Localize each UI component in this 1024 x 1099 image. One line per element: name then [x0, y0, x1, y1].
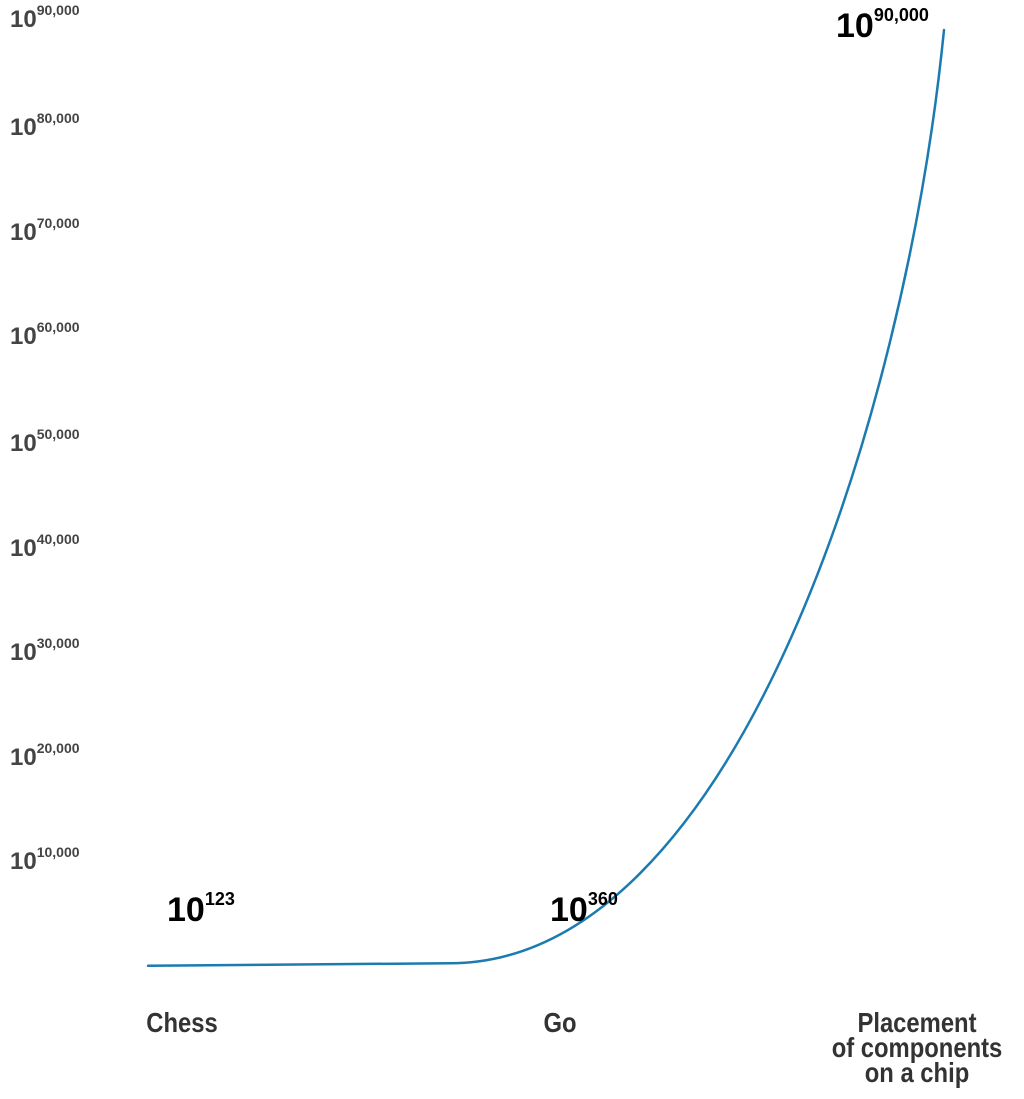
y-tick-label: 1030,000 — [10, 635, 80, 666]
y-tick-label: 1050,000 — [10, 426, 80, 457]
y-tick-label: 1010,000 — [10, 844, 80, 875]
x-tick-label-chess: Chess — [146, 1007, 218, 1038]
y-tick-label: 1040,000 — [10, 531, 80, 562]
y-tick-label: 1090,000 — [10, 2, 80, 33]
x-tick-label-chip: Placement of components on a chip — [831, 1007, 1003, 1089]
y-tick-label: 1060,000 — [10, 319, 80, 350]
data-label-chip: 1090,000 — [836, 4, 929, 45]
x-tick-label-go: Go — [543, 1007, 577, 1038]
y-tick-label: 1020,000 — [10, 740, 80, 771]
series-line — [146, 28, 946, 967]
y-tick-label: 1070,000 — [10, 215, 80, 246]
data-label-go: 10360 — [550, 888, 618, 929]
y-tick-label: 1080,000 — [10, 110, 80, 141]
data-label-chess: 10123 — [167, 888, 235, 929]
